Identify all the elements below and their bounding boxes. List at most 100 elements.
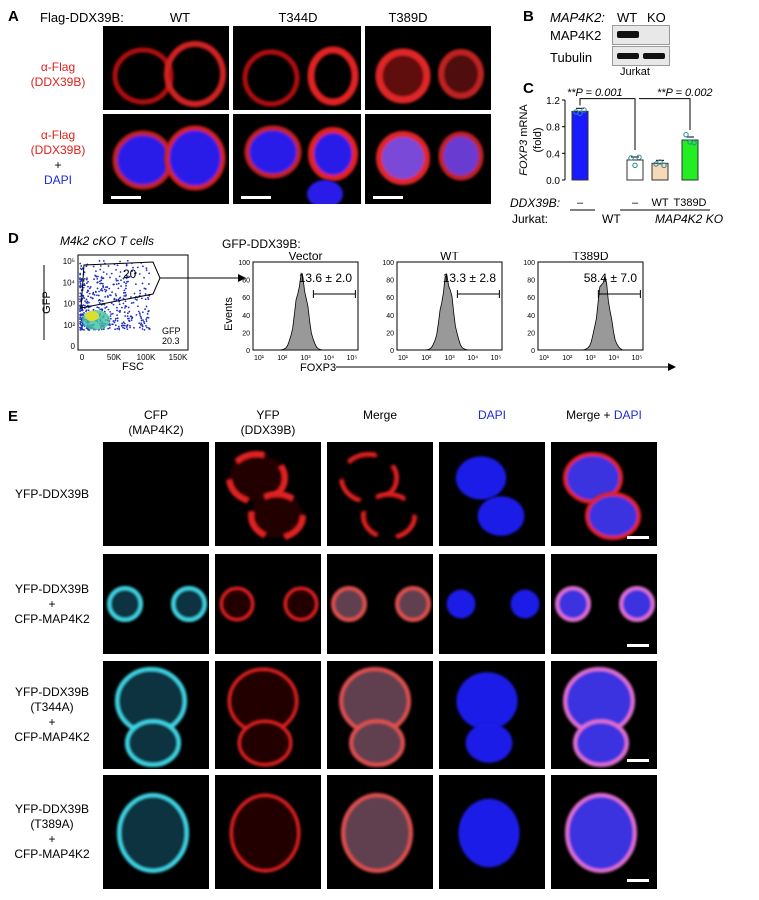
dot	[116, 327, 119, 330]
dot	[144, 288, 147, 290]
dot	[79, 272, 82, 275]
dot	[87, 280, 89, 283]
dot	[114, 324, 117, 327]
panel-a-t344d-merge-image	[233, 114, 361, 204]
dot	[99, 299, 102, 302]
panel-e-micrograph	[215, 442, 321, 546]
dot	[95, 275, 97, 278]
dot	[102, 328, 105, 331]
hist-y-tick: 20	[242, 330, 250, 337]
dot	[143, 287, 146, 290]
panel-e-micrograph	[439, 775, 545, 889]
dot	[79, 310, 81, 313]
dot	[79, 292, 82, 295]
panel-e-micrograph	[551, 442, 657, 546]
dot	[109, 276, 111, 279]
panel-a-col-t344d: T344D	[278, 10, 318, 25]
dot	[79, 281, 81, 283]
y-tick-label: 10²	[63, 321, 75, 330]
dot	[95, 270, 97, 273]
dot	[122, 297, 125, 300]
x-tick-label: 0	[80, 353, 85, 362]
dot	[98, 302, 101, 304]
dot	[130, 302, 133, 305]
scale-bar	[241, 196, 271, 199]
y-tick-label: 10⁵	[63, 257, 75, 266]
dot	[79, 316, 82, 319]
dot	[86, 300, 89, 303]
dot	[112, 303, 115, 306]
scale-bar	[627, 879, 649, 882]
dot	[79, 320, 82, 323]
dot	[122, 321, 125, 324]
dot	[87, 285, 89, 288]
dot	[119, 260, 121, 263]
hist-y-tick: 0	[390, 348, 394, 355]
dot	[123, 295, 126, 297]
dot	[141, 311, 144, 314]
dot	[89, 296, 92, 299]
hist-y-tick: 80	[527, 278, 535, 285]
histogram-stat: 58.4 ± 7.0	[584, 271, 638, 285]
dot	[99, 280, 101, 283]
dot	[87, 295, 90, 298]
dot	[106, 286, 109, 288]
dot	[108, 287, 111, 290]
histogram-curve	[412, 273, 481, 351]
yfp-signal	[283, 586, 319, 622]
dot	[139, 314, 141, 316]
dot	[79, 322, 82, 325]
panel-d-gfp-label: GFP-DDX39B:	[222, 237, 301, 251]
panel-e-micrograph	[215, 554, 321, 654]
scale-bar	[111, 196, 141, 199]
hist-y-tick: 100	[382, 260, 394, 267]
dot	[98, 260, 101, 262]
histogram-title: Vector	[288, 252, 322, 263]
dot	[101, 308, 104, 311]
hist-y-tick: 0	[246, 348, 250, 355]
dot	[99, 265, 102, 267]
hist-y-tick: 60	[242, 295, 250, 302]
dot	[136, 299, 138, 301]
dot	[96, 278, 99, 280]
panel-e-micrograph	[439, 554, 545, 654]
merge-signal	[349, 719, 405, 767]
dot	[79, 328, 82, 331]
panel-e-micrograph	[327, 661, 433, 769]
data-point	[636, 154, 642, 161]
dot	[91, 297, 94, 300]
dot	[111, 312, 114, 315]
dot	[140, 319, 143, 322]
dot	[116, 314, 118, 317]
dot	[123, 311, 126, 314]
hist-x-tick: 10¹	[398, 355, 409, 362]
dapi-signal	[465, 723, 513, 763]
panel-e-col-header: DAPI	[439, 408, 545, 423]
dot	[79, 318, 81, 321]
scale-bar	[373, 196, 403, 199]
dot	[140, 322, 143, 325]
dot	[124, 315, 127, 317]
panel-b-gene: MAP4K2:	[550, 10, 605, 25]
p-value-1: **P = 0.001	[567, 87, 623, 99]
dot	[124, 305, 127, 308]
yfp-signal	[229, 793, 301, 873]
dot	[129, 326, 132, 329]
data-point	[683, 131, 689, 138]
y-tick-label: 0.0	[546, 176, 560, 187]
dot	[125, 284, 127, 287]
dot	[125, 282, 127, 285]
scale-bar	[627, 644, 649, 647]
data-point	[632, 162, 638, 169]
dot	[125, 274, 128, 277]
row1-line2: (DDX39B)	[30, 75, 86, 89]
row1-line1: α-Flag	[40, 60, 76, 74]
panel-a-t389d-flag-image	[365, 26, 491, 110]
dot	[83, 278, 86, 280]
dot	[79, 267, 82, 270]
dot	[134, 298, 137, 301]
dot	[99, 268, 102, 271]
dot	[115, 268, 117, 271]
panel-e-micrograph	[327, 554, 433, 654]
dot	[118, 303, 121, 306]
